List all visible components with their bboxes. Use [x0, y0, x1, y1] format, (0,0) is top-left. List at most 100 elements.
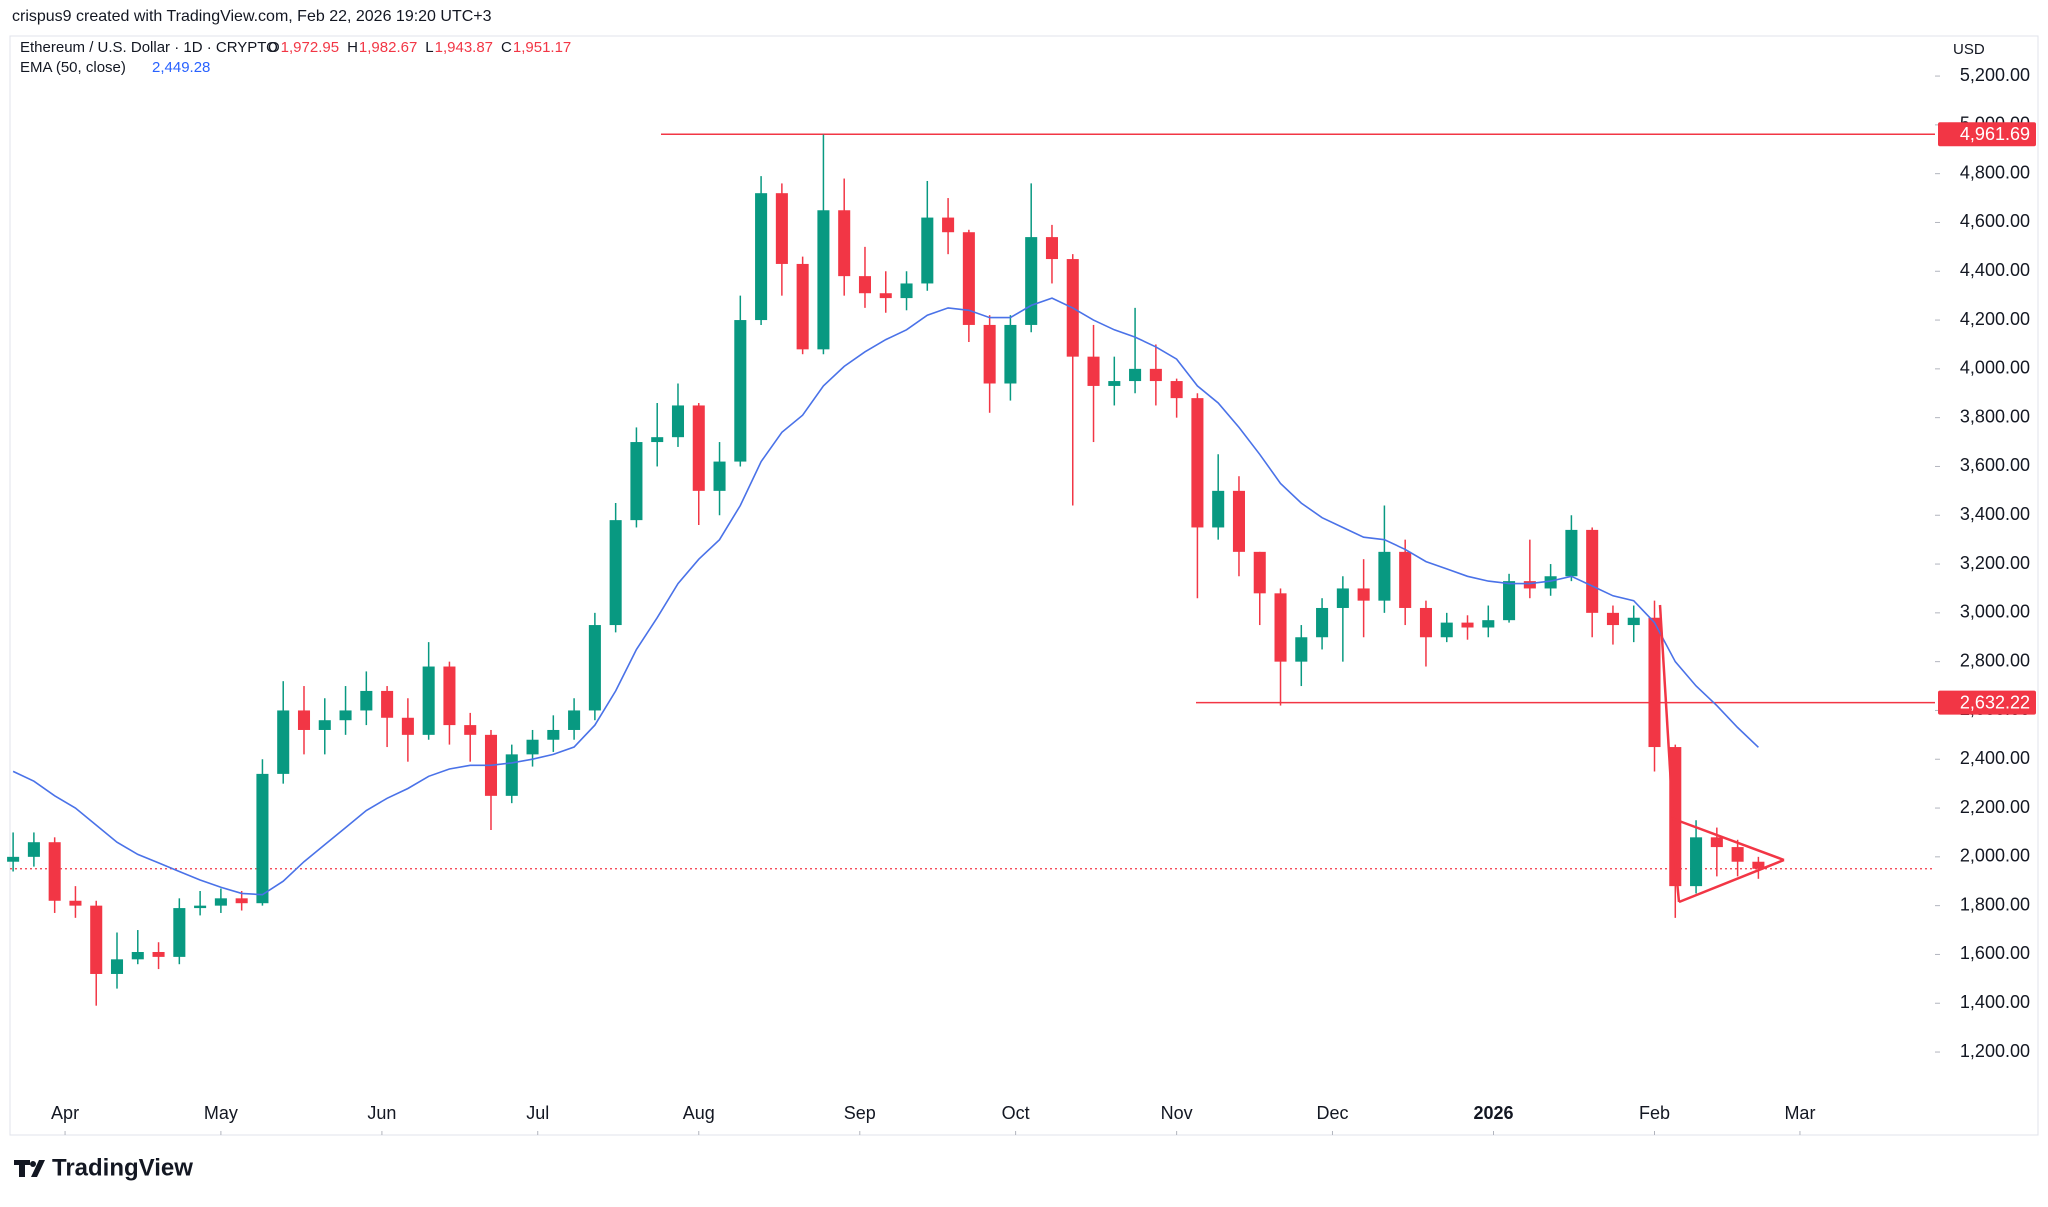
- candle-body: [1129, 368, 1142, 382]
- x-tick-label: 2026: [1473, 1103, 1513, 1123]
- logo-mark: [14, 1160, 45, 1177]
- candle-body: [401, 717, 414, 735]
- candle-body: [713, 461, 726, 491]
- legend-low-label: L: [425, 39, 433, 56]
- legend-open: 1,972.95: [281, 39, 339, 56]
- legend-close: 1,951.17: [513, 39, 571, 56]
- levels: [10, 133, 1935, 870]
- level-label-bg: [1938, 690, 2036, 715]
- candle-body: [1025, 237, 1038, 325]
- candle-body: [1399, 551, 1412, 608]
- candle-body: [1045, 237, 1058, 260]
- candle-body: [277, 710, 290, 774]
- candle-body: [1690, 837, 1703, 887]
- level-label-bg: [1938, 122, 2036, 147]
- candle-body: [1482, 620, 1495, 628]
- candle-body: [1523, 581, 1536, 589]
- candle-body: [526, 739, 539, 755]
- candle-body: [422, 666, 435, 735]
- candle-body: [1232, 490, 1245, 552]
- candle-body: [838, 210, 851, 277]
- candle-body: [297, 710, 311, 730]
- candle-body: [505, 754, 518, 796]
- candle-body: [1108, 381, 1121, 386]
- candle-body: [1461, 622, 1474, 628]
- y-tick-label: 3,400.00: [1960, 504, 2030, 524]
- x-tick-label: Dec: [1316, 1103, 1348, 1123]
- candle-body: [110, 959, 124, 974]
- ema-layer: [12, 297, 1759, 896]
- brand: TradingView: [52, 1154, 193, 1181]
- ema-line: [12, 297, 1759, 896]
- y-tick-label: 3,000.00: [1960, 602, 2030, 622]
- y-tick-label: 2,800.00: [1960, 650, 2030, 670]
- candle-body: [1419, 607, 1432, 638]
- candle-body: [1731, 847, 1744, 862]
- candle-body: [1191, 398, 1204, 528]
- legend-high-label: H: [347, 39, 358, 56]
- candle-body: [1606, 612, 1619, 626]
- candle-body: [1295, 637, 1308, 662]
- y-tick-label: 4,000.00: [1960, 358, 2030, 378]
- legend-symbol: Ethereum / U.S. Dollar · 1D · CRYPTO: [20, 39, 278, 56]
- x-tick-label: Nov: [1161, 1103, 1193, 1123]
- candle-body: [443, 666, 456, 726]
- candle-body: [962, 232, 975, 325]
- candle-body: [131, 952, 144, 960]
- candle-body: [1710, 837, 1723, 848]
- y-tick-label: 2,200.00: [1960, 797, 2030, 817]
- candle-body: [734, 320, 747, 462]
- pennant-upper: [1670, 816, 1785, 862]
- candle-body: [1087, 356, 1100, 386]
- candle-body: [651, 437, 664, 443]
- candle-body: [1752, 861, 1765, 869]
- y-tick-label: 4,400.00: [1960, 260, 2030, 280]
- candle-body: [1149, 368, 1162, 382]
- candle-body: [1212, 490, 1225, 528]
- candle-body: [7, 856, 20, 862]
- candle-body: [1357, 588, 1370, 601]
- pennant-side: [1669, 817, 1681, 903]
- candle-body: [900, 283, 913, 299]
- candle-body: [1544, 576, 1557, 589]
- candle-body: [1336, 588, 1349, 608]
- candle-body: [1648, 617, 1661, 748]
- level-label: 2,632.22: [1960, 692, 2030, 712]
- candle-body: [256, 773, 269, 904]
- candle-body: [214, 898, 227, 906]
- x-tick-label: Mar: [1784, 1103, 1815, 1123]
- candle-body: [942, 217, 955, 233]
- footer-logo: TradingView: [14, 1154, 193, 1181]
- y-tick-label: 2,000.00: [1960, 846, 2030, 866]
- legend-ohlc: O 1,972.95 H 1,982.67 L 1,943.87 C 1,951.17: [268, 39, 571, 56]
- x-tick-label: May: [204, 1103, 238, 1123]
- y-tick-label: 2,400.00: [1960, 748, 2030, 768]
- ticks: [64, 75, 1940, 1135]
- x-tick-label: Oct: [1002, 1103, 1030, 1123]
- candle-body: [1627, 617, 1640, 626]
- y-tick-label: 1,200.00: [1960, 1041, 2030, 1061]
- y-tick-label: 1,600.00: [1960, 943, 2030, 963]
- candles: [7, 134, 1765, 1006]
- candle-body: [1316, 607, 1329, 638]
- level-label: 4,961.69: [1960, 124, 2030, 144]
- currency: USD: [1953, 41, 1985, 58]
- candle-body: [235, 898, 248, 904]
- caption: crispus9 created with TradingView.com, F…: [12, 8, 492, 25]
- chart-frame: [9, 35, 2039, 1136]
- x-tick-label: Aug: [683, 1103, 715, 1123]
- candle-body: [1565, 529, 1578, 577]
- candle-body: [194, 905, 207, 909]
- x-tick-label: Feb: [1639, 1103, 1670, 1123]
- candle-body: [48, 842, 61, 901]
- x-tick-label: Jun: [367, 1103, 396, 1123]
- y-tick-label: 4,800.00: [1960, 162, 2030, 182]
- candle-body: [547, 729, 560, 740]
- candle-body: [1440, 622, 1453, 638]
- pennant-drawing: [1658, 604, 1785, 904]
- candle-body: [671, 405, 685, 438]
- candle-body: [630, 442, 643, 521]
